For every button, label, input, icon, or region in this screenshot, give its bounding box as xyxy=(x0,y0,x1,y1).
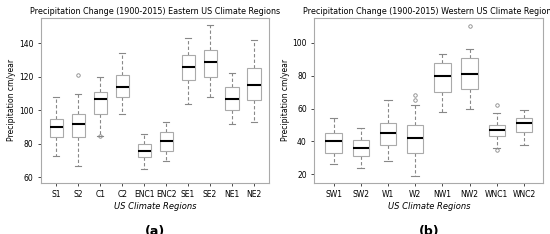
Bar xyxy=(138,144,151,157)
Bar xyxy=(461,58,478,89)
Title: Precipitation Change (1900-2015) Western US Climate Regions: Precipitation Change (1900-2015) Western… xyxy=(302,7,550,16)
Bar xyxy=(488,125,505,136)
Bar xyxy=(226,87,239,110)
Bar xyxy=(407,125,424,153)
Bar xyxy=(72,114,85,137)
Y-axis label: Precipitation cm/year: Precipitation cm/year xyxy=(280,59,289,141)
Bar xyxy=(353,140,369,156)
Bar xyxy=(326,133,342,153)
Bar xyxy=(116,75,129,97)
Bar xyxy=(94,92,107,114)
Bar xyxy=(248,68,261,100)
Text: (b): (b) xyxy=(419,225,439,234)
Bar xyxy=(516,118,532,132)
Bar xyxy=(160,132,173,151)
X-axis label: US Climate Regions: US Climate Regions xyxy=(388,202,470,211)
Bar xyxy=(380,123,396,145)
Bar xyxy=(434,62,450,92)
Bar xyxy=(50,119,63,137)
Text: (a): (a) xyxy=(145,225,166,234)
Bar xyxy=(204,50,217,77)
Bar xyxy=(182,55,195,80)
Title: Precipitation Change (1900-2015) Eastern US Climate Regions: Precipitation Change (1900-2015) Eastern… xyxy=(30,7,280,16)
Y-axis label: Precipitation cm/year: Precipitation cm/year xyxy=(7,59,16,141)
X-axis label: US Climate Regions: US Climate Regions xyxy=(114,202,196,211)
